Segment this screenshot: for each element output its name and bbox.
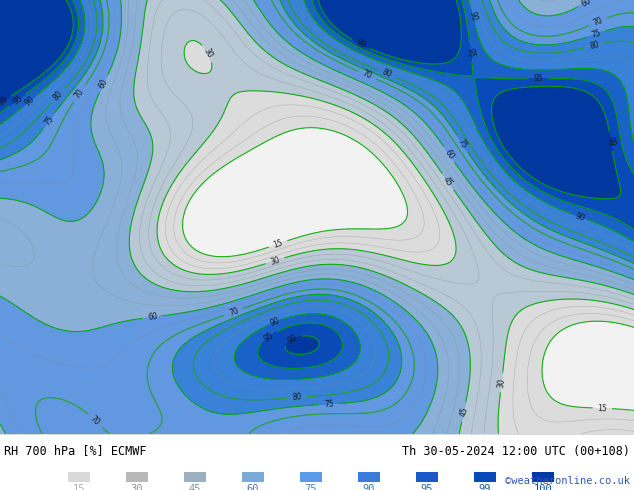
Bar [474, 472, 496, 482]
Text: 45: 45 [441, 175, 455, 188]
Text: 70: 70 [228, 306, 240, 318]
Text: 15: 15 [597, 404, 607, 413]
Text: 60: 60 [98, 77, 110, 90]
Text: 90: 90 [23, 95, 36, 108]
Text: 90: 90 [467, 10, 479, 22]
Text: 95: 95 [466, 47, 476, 57]
Bar [68, 472, 90, 482]
Bar [300, 472, 322, 482]
Bar [358, 472, 380, 482]
Text: 75: 75 [324, 399, 334, 409]
Text: Th 30-05-2024 12:00 UTC (00+108): Th 30-05-2024 12:00 UTC (00+108) [402, 444, 630, 458]
Text: 99: 99 [286, 333, 299, 345]
Bar [126, 472, 148, 482]
Text: 90: 90 [269, 316, 281, 328]
Text: 95: 95 [262, 331, 275, 343]
Text: 100: 100 [534, 484, 552, 490]
Text: 30: 30 [496, 377, 507, 388]
Text: 70: 70 [88, 414, 101, 427]
Bar [184, 472, 206, 482]
Text: 99: 99 [605, 136, 616, 147]
Text: 70: 70 [592, 16, 604, 28]
Text: 95: 95 [421, 484, 433, 490]
Text: 75: 75 [305, 484, 317, 490]
Text: 30: 30 [269, 255, 281, 267]
Text: 99: 99 [479, 484, 491, 490]
Bar [532, 472, 554, 482]
Text: 99: 99 [0, 95, 10, 108]
Text: 90: 90 [363, 484, 375, 490]
Text: 80: 80 [51, 89, 65, 102]
Text: 60: 60 [147, 312, 158, 322]
Text: 80: 80 [292, 392, 302, 402]
Text: 15: 15 [272, 238, 284, 250]
Text: 70: 70 [361, 69, 373, 81]
Text: 80: 80 [588, 40, 600, 51]
Text: 60: 60 [580, 0, 593, 8]
Text: 70: 70 [73, 87, 86, 100]
Text: 45: 45 [189, 484, 201, 490]
Text: 95: 95 [11, 94, 24, 106]
Text: 90: 90 [574, 211, 586, 223]
Text: 80: 80 [380, 68, 393, 80]
Text: 30: 30 [131, 484, 143, 490]
Text: 15: 15 [73, 484, 85, 490]
Text: 30: 30 [202, 47, 214, 60]
Bar [416, 472, 438, 482]
Text: 95: 95 [534, 74, 543, 83]
Text: 99: 99 [354, 38, 367, 50]
Text: 45: 45 [458, 406, 469, 417]
Text: 75: 75 [42, 114, 55, 127]
Text: 75: 75 [456, 137, 469, 150]
Text: RH 700 hPa [%] ECMWF: RH 700 hPa [%] ECMWF [4, 444, 146, 458]
Text: ©weatheronline.co.uk: ©weatheronline.co.uk [505, 476, 630, 486]
Text: 60: 60 [247, 484, 259, 490]
Text: 75: 75 [590, 28, 602, 40]
Bar [242, 472, 264, 482]
Text: 60: 60 [443, 148, 456, 161]
